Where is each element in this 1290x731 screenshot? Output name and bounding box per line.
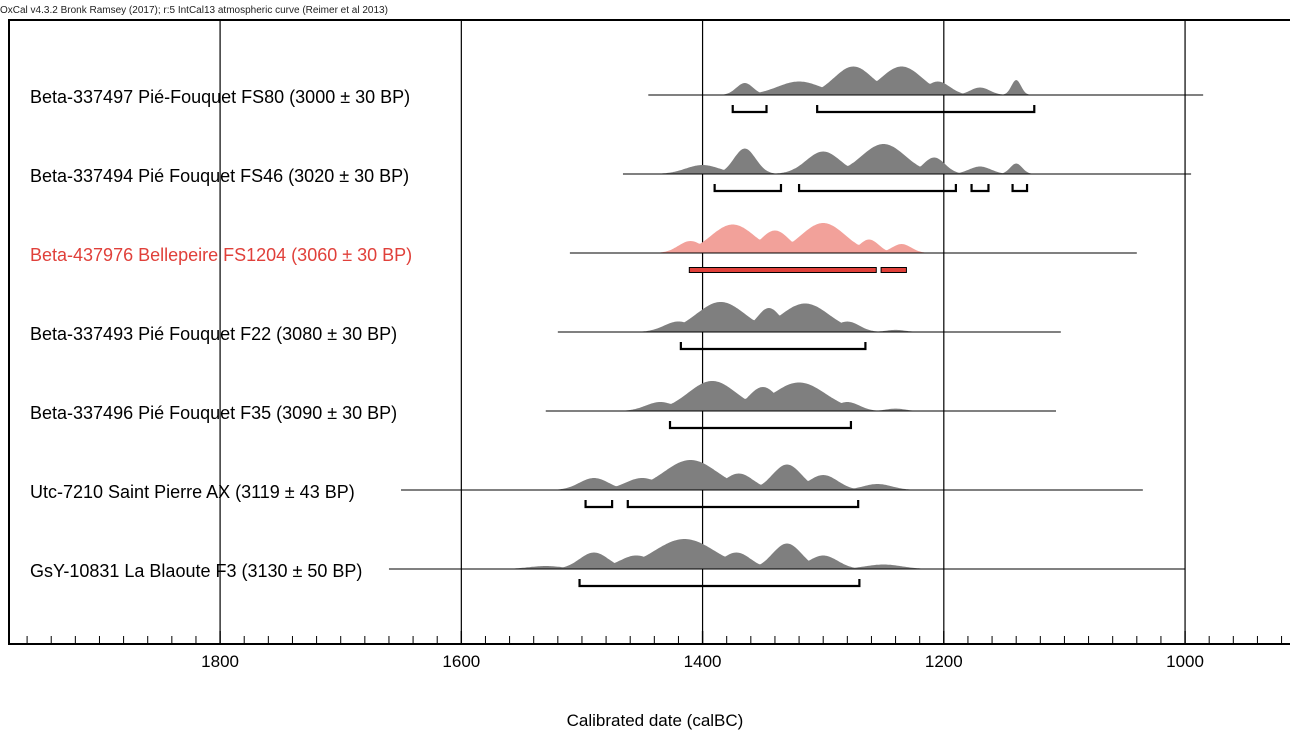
series-row: Beta-337497 Pié-Fouquet FS80 (3000 ± 30 …	[30, 66, 1204, 114]
range-bracket	[731, 105, 768, 114]
range-bracket	[688, 267, 877, 273]
probability-distribution	[622, 144, 1192, 174]
probability-distribution	[545, 381, 1056, 411]
sample-label: Beta-337493 Pié Fouquet F22 (3080 ± 30 B…	[30, 324, 397, 344]
series-row: Utc-7210 Saint Pierre AX (3119 ± 43 BP)	[30, 460, 1143, 509]
range-bracket	[668, 421, 853, 430]
chart-header: OxCal v4.3.2 Bronk Ramsey (2017); r:5 In…	[0, 5, 388, 16]
series-row: Beta-337496 Pié Fouquet F35 (3090 ± 30 B…	[30, 381, 1056, 430]
sample-label: Beta-437976 Bellepeire FS1204 (3060 ± 30…	[30, 245, 412, 265]
range-bracket	[816, 105, 1036, 114]
series-row: Beta-437976 Bellepeire FS1204 (3060 ± 30…	[30, 223, 1137, 273]
sample-label: Utc-7210 Saint Pierre AX (3119 ± 43 BP)	[30, 482, 355, 502]
tick-label: 1400	[684, 652, 722, 671]
range-bracket	[880, 267, 907, 273]
tick-label: 1800	[201, 652, 239, 671]
sample-label: Beta-337494 Pié Fouquet FS46 (3020 ± 30 …	[30, 166, 409, 186]
sample-label: Beta-337497 Pié-Fouquet FS80 (3000 ± 30 …	[30, 87, 410, 107]
series-row: Beta-337494 Pié Fouquet FS46 (3020 ± 30 …	[30, 144, 1192, 193]
range-bracket	[584, 500, 614, 509]
range-bracket	[797, 184, 957, 193]
tick-label: 1200	[925, 652, 963, 671]
series-row: GsY-10831 La Blaoute F3 (3130 ± 50 BP)	[30, 539, 1186, 588]
plot-frame	[8, 19, 1290, 645]
tick-label: 1000	[1166, 652, 1204, 671]
range-bracket	[970, 184, 990, 193]
x-axis-title: Calibrated date (calBC)	[567, 711, 744, 730]
range-bracket	[713, 184, 783, 193]
sample-label: GsY-10831 La Blaoute F3 (3130 ± 50 BP)	[30, 561, 362, 581]
range-bracket	[1011, 184, 1029, 193]
x-axis: 1800 1600 1400 1200 1000	[26, 631, 1283, 671]
probability-distribution	[388, 539, 1186, 569]
sample-label: Beta-337496 Pié Fouquet F35 (3090 ± 30 B…	[30, 403, 397, 423]
range-bracket	[626, 500, 860, 509]
series-row: Beta-337493 Pié Fouquet F22 (3080 ± 30 B…	[30, 302, 1061, 351]
range-bracket	[578, 579, 861, 588]
probability-distribution	[401, 460, 1143, 490]
series-group: Beta-337497 Pié-Fouquet FS80 (3000 ± 30 …	[30, 66, 1204, 588]
probability-distribution	[648, 66, 1204, 95]
probability-distribution	[569, 223, 1137, 253]
probability-distribution	[557, 302, 1061, 332]
range-bracket	[679, 342, 867, 351]
tick-label: 1600	[442, 652, 480, 671]
